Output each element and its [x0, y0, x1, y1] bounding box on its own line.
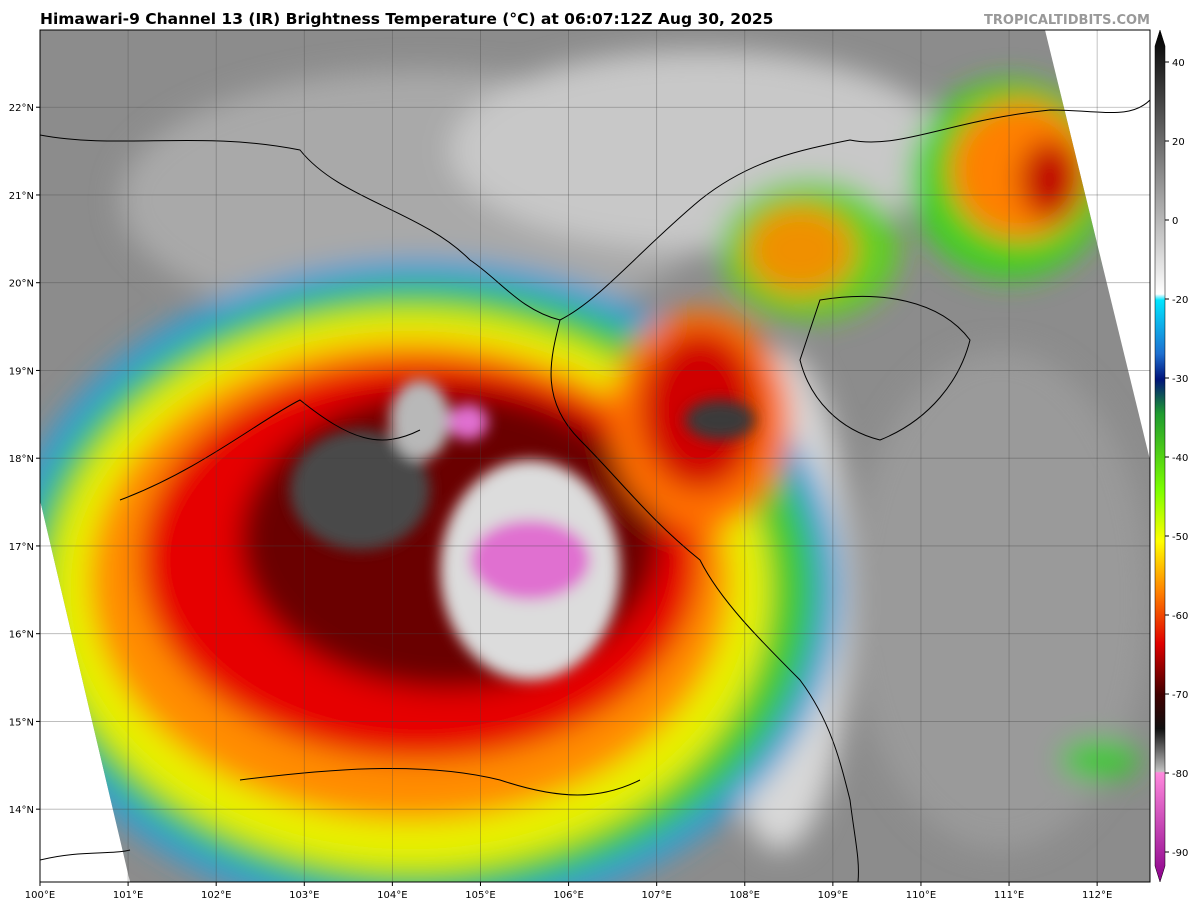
lon-tick-label: 103°E: [289, 890, 319, 901]
colorbar-tick-label: -20: [1172, 295, 1188, 306]
coastlines: [40, 99, 1150, 882]
lon-tick-label: 104°E: [377, 890, 407, 901]
lon-tick-label: 102°E: [201, 890, 231, 901]
graticule: 100°E 101°E 102°E 103°E 104°E 105°E 106°E 107°E…: [9, 30, 1150, 901]
lon-tick-label: 110°E: [906, 890, 936, 901]
colorbar-tick-label: 40: [1172, 58, 1185, 69]
lon-tick-label: 105°E: [465, 890, 495, 901]
colorbar-tick-label: -70: [1172, 690, 1188, 701]
satellite-image: [40, 30, 1150, 882]
lat-tick-label: 20°N: [9, 279, 34, 290]
lon-tick-label: 107°E: [641, 890, 671, 901]
lat-tick-label: 14°N: [9, 805, 34, 816]
colorbar-tick-label: -50: [1172, 532, 1188, 543]
lat-tick-label: 21°N: [9, 191, 34, 202]
watermark: TROPICALTIDBITS.COM: [984, 13, 1150, 28]
lon-tick-label: 100°E: [25, 890, 55, 901]
colorbar: [1154, 29, 1166, 883]
map-frame: [39, 29, 1151, 883]
lat-tick-label: 15°N: [9, 717, 34, 728]
lon-tick-label: 112°E: [1082, 890, 1112, 901]
lon-tick-label: 106°E: [553, 890, 583, 901]
lat-tick-label: 22°N: [9, 103, 34, 114]
colorbar-tick-label: -90: [1172, 848, 1188, 859]
lon-tick-label: 109°E: [818, 890, 848, 901]
lon-tick-label: 108°E: [730, 890, 760, 901]
lat-tick-label: 17°N: [9, 542, 34, 553]
lat-tick-label: 16°N: [9, 630, 34, 641]
colorbar-ticks: 40 20 0 -20 -30 -40 -50 -60 -70 -80 -90: [1165, 58, 1188, 859]
lon-tick-label: 101°E: [113, 890, 143, 901]
lon-tick-label: 111°E: [994, 890, 1024, 901]
lat-tick-label: 19°N: [9, 366, 34, 377]
colorbar-tick-label: 0: [1172, 216, 1178, 227]
colorbar-tick-label: -60: [1172, 611, 1188, 622]
colorbar-tick-label: 20: [1172, 137, 1185, 148]
colorbar-tick-label: -80: [1172, 769, 1188, 780]
colorbar-tick-label: -40: [1172, 453, 1188, 464]
title: Himawari-9 Channel 13 (IR) Brightness Te…: [40, 10, 773, 28]
colorbar-tick-label: -30: [1172, 374, 1188, 385]
lat-tick-label: 18°N: [9, 454, 34, 465]
